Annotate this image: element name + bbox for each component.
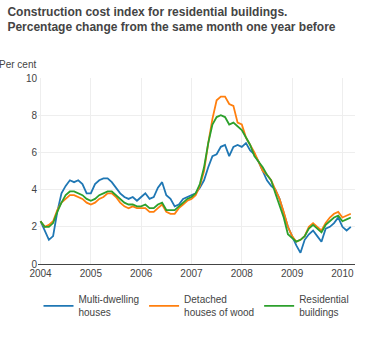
svg-text:Per cent: Per cent	[0, 59, 36, 70]
svg-text:2: 2	[31, 221, 37, 232]
svg-text:4: 4	[31, 184, 37, 195]
svg-text:0: 0	[31, 259, 37, 270]
svg-text:6: 6	[31, 147, 37, 158]
svg-text:Residentialbuildings: Residentialbuildings	[299, 294, 348, 318]
svg-text:10: 10	[26, 73, 38, 84]
svg-text:2009: 2009	[281, 268, 304, 279]
svg-text:2006: 2006	[130, 268, 153, 279]
svg-text:Multi-dwellinghouses: Multi-dwellinghouses	[79, 294, 140, 318]
svg-text:8: 8	[31, 110, 37, 121]
svg-text:Construction cost index for re: Construction cost index for residential …	[7, 5, 335, 35]
svg-text:2007: 2007	[180, 268, 203, 279]
svg-text:2010: 2010	[331, 268, 354, 279]
svg-text:2004: 2004	[29, 268, 52, 279]
svg-text:Detachedhouses of wood: Detachedhouses of wood	[184, 294, 254, 318]
svg-text:2008: 2008	[231, 268, 254, 279]
svg-text:2005: 2005	[80, 268, 103, 279]
